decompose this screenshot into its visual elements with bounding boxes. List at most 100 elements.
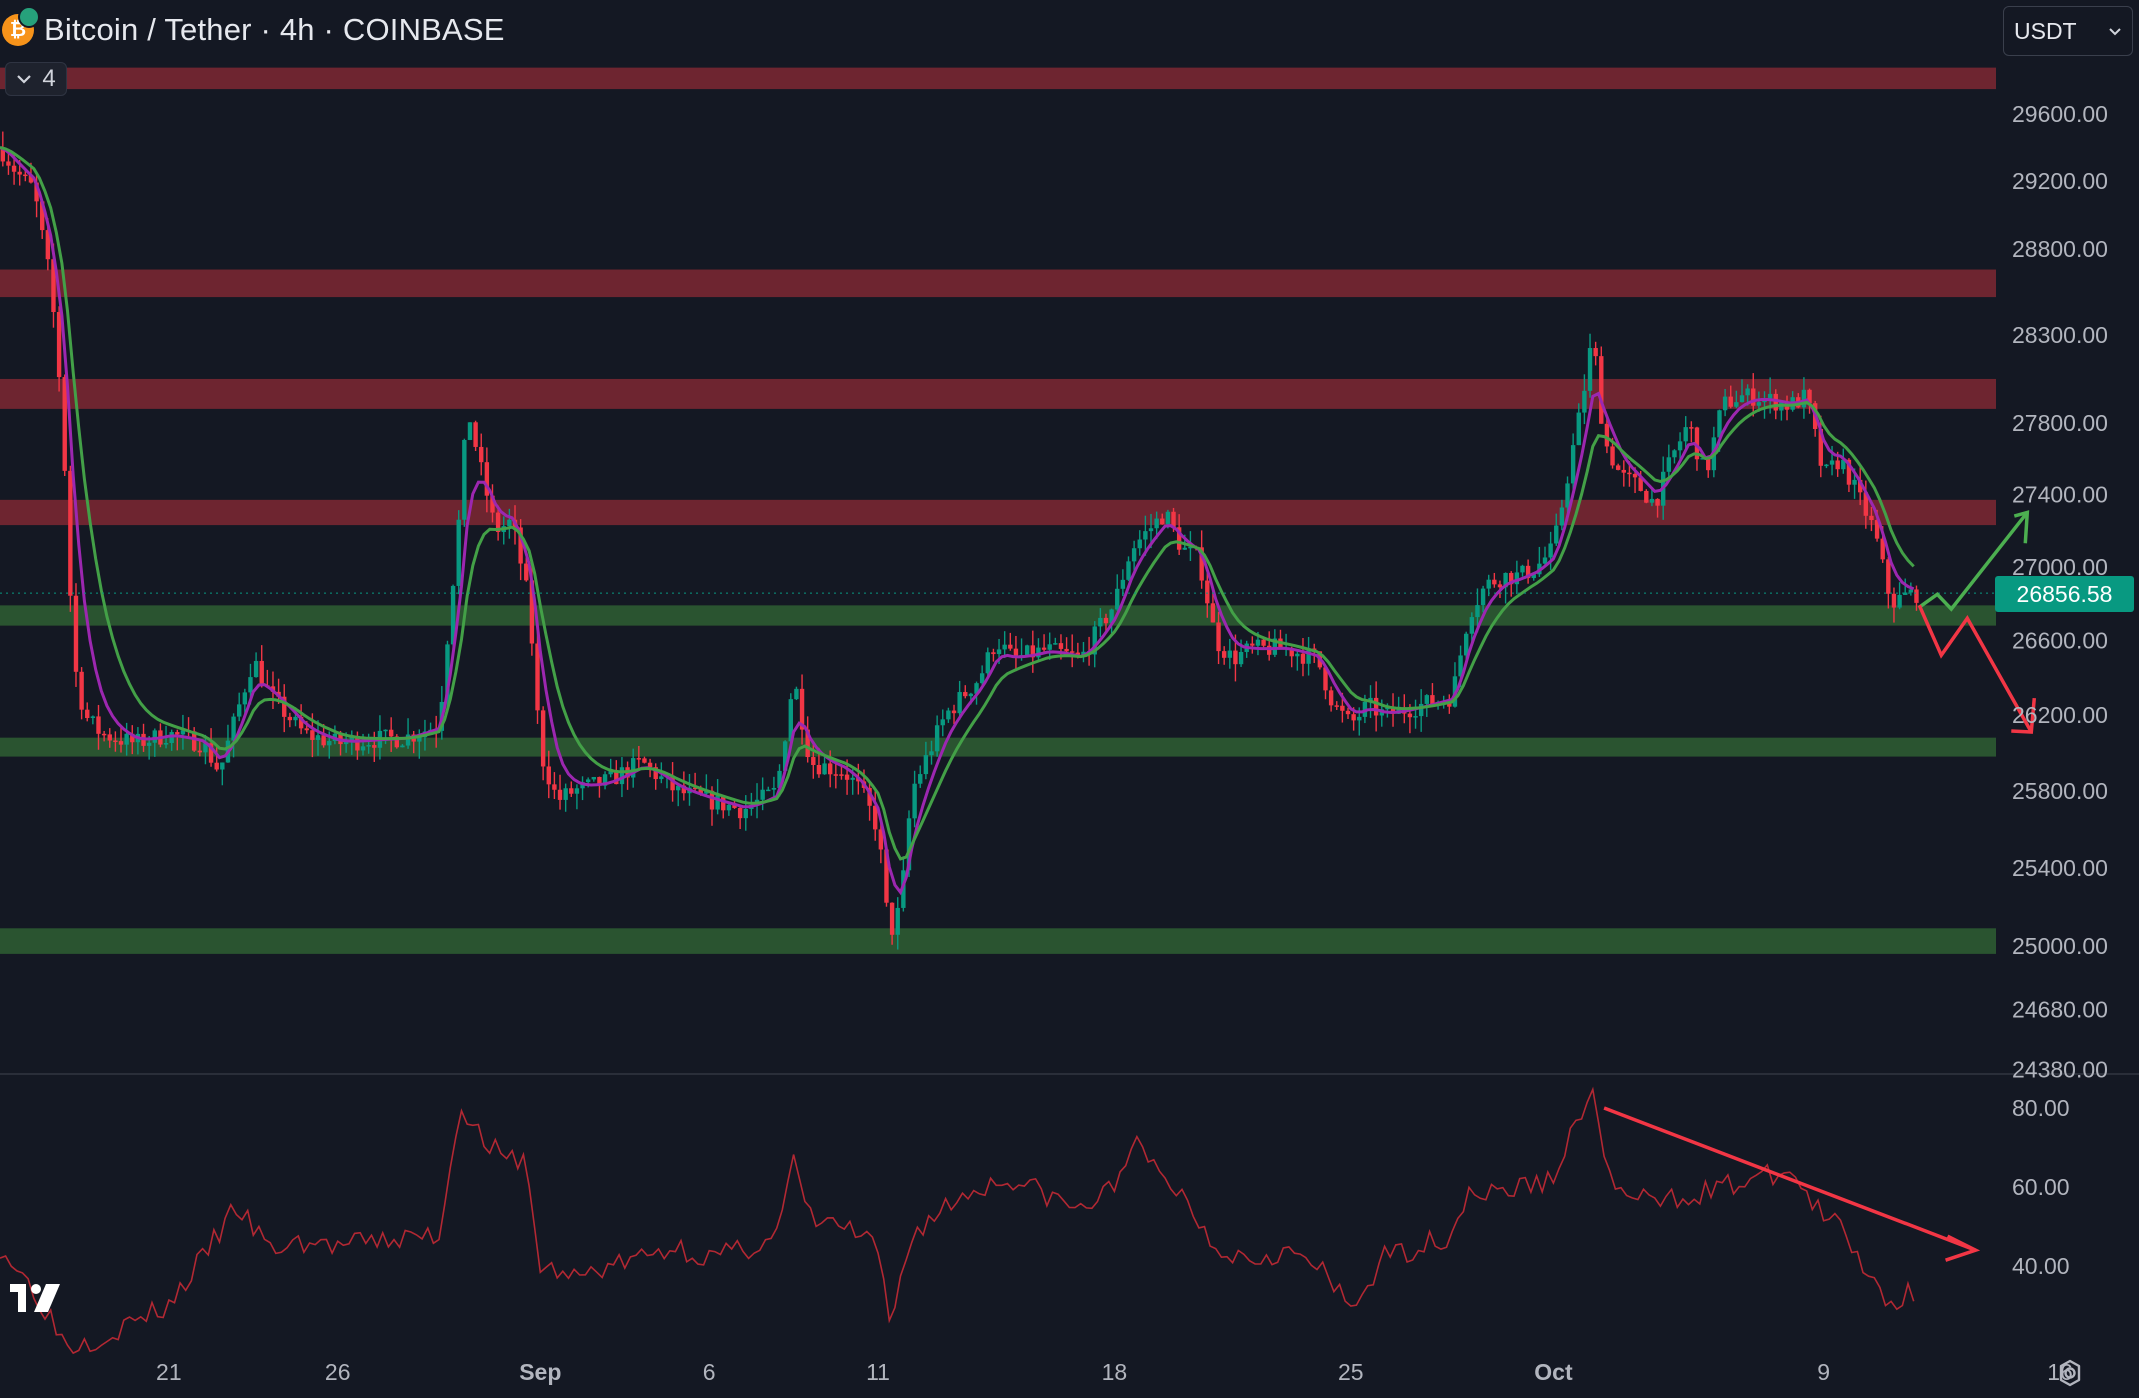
candle-body xyxy=(479,446,484,463)
currency-label: USDT xyxy=(2014,17,2077,44)
candle-body xyxy=(1413,716,1418,718)
time-axis-label: 26 xyxy=(325,1359,351,1385)
symbol-header[interactable]: ₿ Bitcoin / Tether · 4h · COINBASE xyxy=(0,6,505,54)
candle-body xyxy=(777,770,782,788)
candle-body xyxy=(248,677,253,693)
candle-body xyxy=(524,563,529,581)
candle-body xyxy=(1886,559,1891,594)
candle-body xyxy=(1514,572,1520,585)
candle-body xyxy=(957,692,962,714)
support-zone xyxy=(0,737,1996,757)
currency-select[interactable]: USDT xyxy=(2003,6,2133,56)
candle-body xyxy=(450,585,456,645)
price-axis-label: 29200.00 xyxy=(2012,168,2108,194)
candle-body xyxy=(1036,647,1041,658)
candle-body xyxy=(203,743,208,753)
candle-body xyxy=(1666,457,1672,472)
candle-body xyxy=(6,161,11,166)
symbol-title[interactable]: Bitcoin / Tether · 4h · COINBASE xyxy=(44,12,505,47)
candle-body xyxy=(1390,706,1396,714)
candle-body xyxy=(1891,593,1897,608)
candle-body xyxy=(1649,498,1655,503)
candle-body xyxy=(1570,445,1576,484)
candle-body xyxy=(940,719,945,726)
settings-gear-icon[interactable] xyxy=(2055,1358,2085,1388)
candle-body xyxy=(681,785,687,794)
candle-body xyxy=(698,788,703,794)
candle-body xyxy=(1655,498,1660,506)
candle-body xyxy=(1030,645,1036,658)
candle-body xyxy=(467,422,473,440)
price-axis-label: 28300.00 xyxy=(2012,322,2108,348)
candle-body xyxy=(253,660,259,678)
candle-body xyxy=(1683,427,1688,442)
price-axis-label: 24680.00 xyxy=(2012,996,2108,1022)
candle-body xyxy=(963,692,968,697)
candle-body xyxy=(1576,412,1581,446)
candle-body xyxy=(34,182,39,202)
candle-body xyxy=(45,230,51,260)
time-axis-label: 6 xyxy=(703,1359,716,1385)
candle-body xyxy=(163,742,169,745)
candle-body xyxy=(546,766,551,785)
candle-body xyxy=(1722,396,1728,411)
indicators-toggle-button[interactable]: 4 xyxy=(5,62,67,96)
candle-body xyxy=(895,907,900,935)
candle-body xyxy=(563,788,568,800)
candle-body xyxy=(445,644,450,702)
candle-body xyxy=(1863,492,1869,516)
bearish-arrowhead xyxy=(2011,698,2037,734)
candle-body xyxy=(608,770,613,775)
candle-body xyxy=(535,643,540,711)
candle-body xyxy=(1165,511,1171,525)
candle-body xyxy=(1767,393,1773,399)
candle-body xyxy=(1908,589,1914,593)
candle-body xyxy=(1756,402,1762,406)
candle-body xyxy=(1154,518,1159,529)
candle-body xyxy=(1221,651,1227,658)
candle-body xyxy=(1058,643,1064,649)
candle-body xyxy=(1852,479,1857,485)
candle-body xyxy=(1373,697,1379,716)
candle-body xyxy=(597,776,602,786)
candle-body xyxy=(1160,518,1165,525)
candle-body xyxy=(1289,647,1294,657)
candle-body xyxy=(569,788,574,794)
candle-body xyxy=(867,787,872,806)
price-axis-label: 28800.00 xyxy=(2012,236,2108,262)
price-pane[interactable] xyxy=(0,67,2037,954)
candle-body xyxy=(1357,716,1362,721)
candle-body xyxy=(1807,389,1812,404)
candle-body xyxy=(1700,458,1705,460)
candle-body xyxy=(1064,648,1069,652)
price-axis-label: 25800.00 xyxy=(2012,778,2108,804)
rsi-pane[interactable] xyxy=(0,1086,1981,1355)
candle-body xyxy=(152,730,157,743)
candle-body xyxy=(507,519,512,527)
candle-body xyxy=(1070,651,1075,653)
candle-body xyxy=(1632,473,1638,478)
bitcoin-icon: ₿ xyxy=(2,6,40,46)
candle-body xyxy=(811,757,816,765)
support-zone xyxy=(0,928,1996,954)
candle-body xyxy=(1773,393,1778,411)
candle-body xyxy=(68,470,73,596)
candle-body xyxy=(293,716,298,721)
candle-body xyxy=(90,716,96,719)
candle-body xyxy=(715,795,720,810)
candle-body xyxy=(79,671,84,710)
candle-body xyxy=(1717,410,1722,438)
candle-body xyxy=(833,774,839,776)
rsi-axis-label: 40.00 xyxy=(2012,1253,2070,1279)
time-axis-label: 25 xyxy=(1338,1359,1364,1385)
candle-body xyxy=(495,512,501,533)
candle-body xyxy=(1272,638,1278,655)
candle-body xyxy=(1002,644,1007,650)
candle-body xyxy=(1801,389,1807,408)
candle-body xyxy=(653,767,658,780)
tradingview-logo-icon[interactable] xyxy=(10,1282,72,1318)
candle-body xyxy=(130,733,135,743)
candle-body xyxy=(0,147,6,162)
candle-body xyxy=(951,710,957,714)
